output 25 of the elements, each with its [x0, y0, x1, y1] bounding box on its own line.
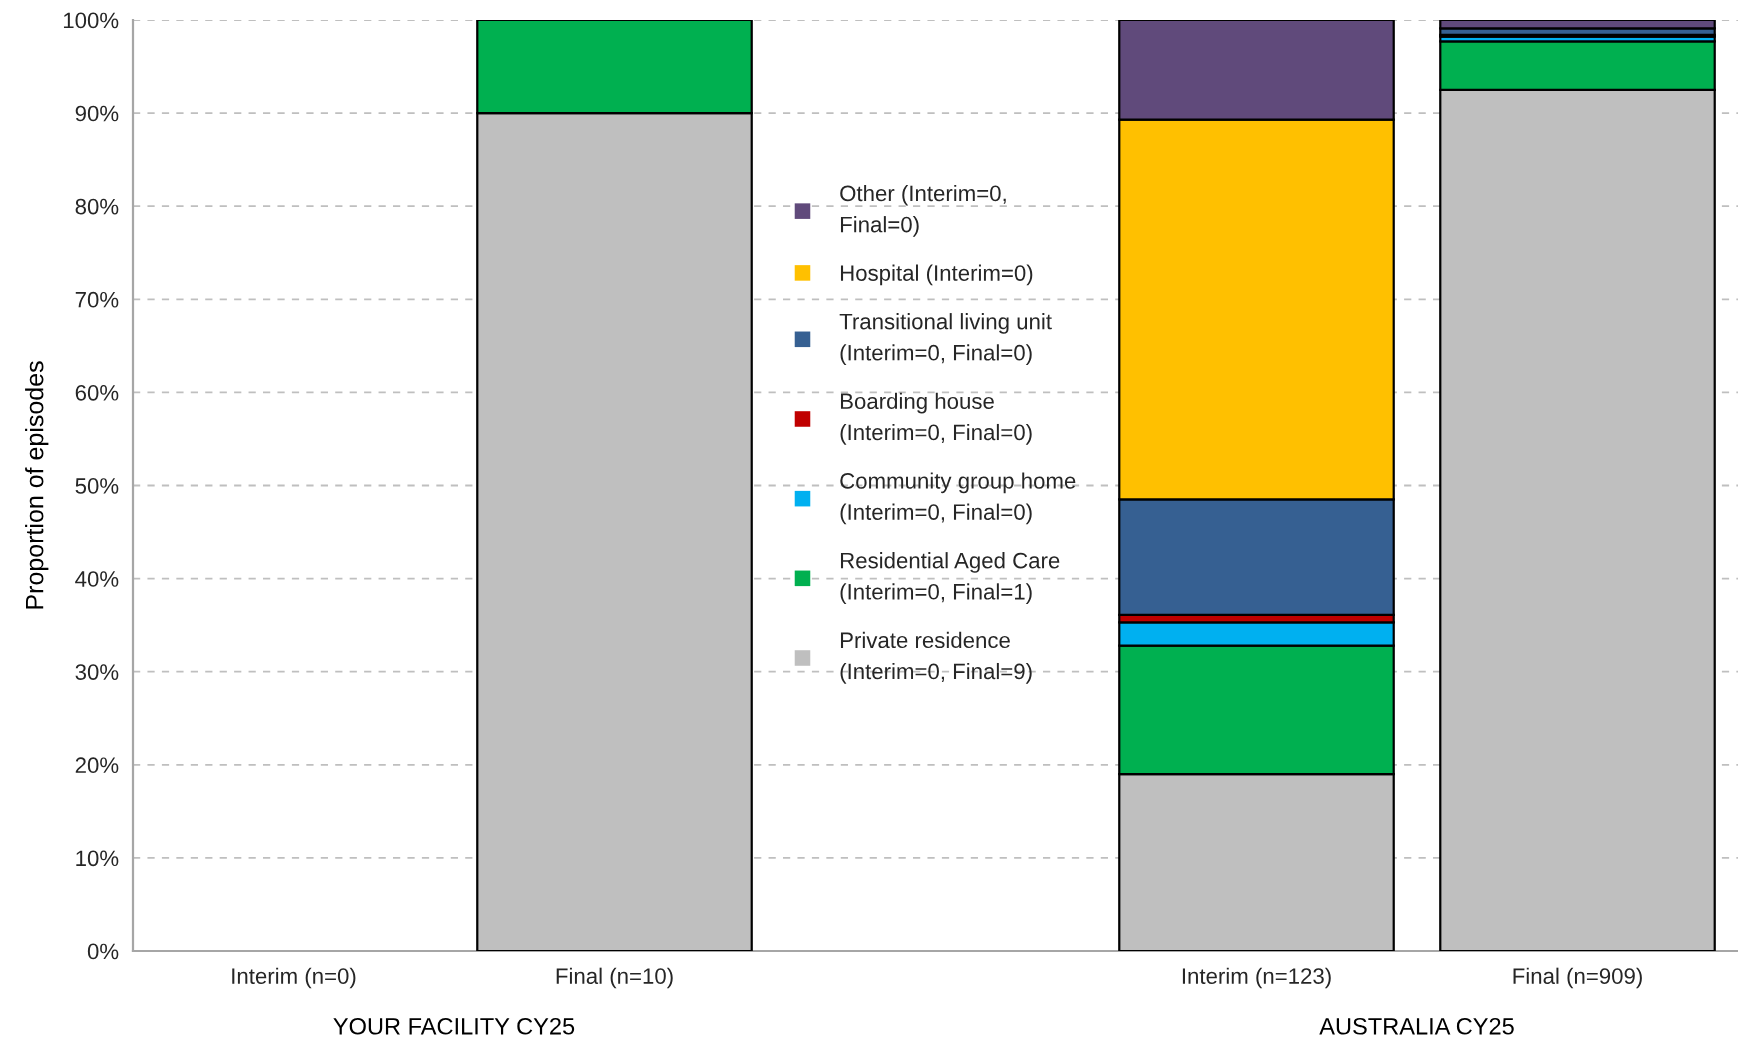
legend-label: Boarding house (Interim=0, Final=0) — [840, 392, 1032, 445]
y-tick-label: 30% — [75, 664, 119, 680]
x-tick-label: Interim (n=0) — [232, 967, 356, 989]
text: YOUR FACILITY CY25 — [333, 1017, 575, 1035]
y-tick-label: 40% — [75, 571, 119, 587]
y-tick-label: 20% — [75, 757, 119, 774]
legend-label: Other (Interim=0, Final=0) — [840, 184, 1006, 237]
text: AUSTRALIA CY25 — [1319, 1017, 1514, 1035]
x-tick-label: Final (n=909) — [1513, 967, 1642, 989]
y-tick-label: 90% — [75, 105, 119, 122]
y-tick-label: 80% — [75, 198, 119, 215]
y-tick-label: 70% — [75, 291, 119, 308]
y-tick-label: 50% — [75, 478, 119, 494]
y-tick-label: 10% — [76, 850, 119, 867]
y-axis-title: Proportion of episodes — [25, 361, 49, 609]
legend-label: Hospital (Interim=0) — [840, 264, 1033, 286]
legend-label: Private residence (Interim=0, Final=9) — [840, 631, 1032, 684]
legend-label: Community group home (Interim=0, Final=0) — [840, 472, 1076, 525]
y-tick-label: 60% — [75, 384, 119, 401]
y-tick-label: 100% — [63, 12, 119, 29]
legend-label: Transitional living unit (Interim=0, Final=0) — [839, 313, 1052, 365]
x-tick-label: Final (n=10) — [556, 967, 673, 989]
x-tick-label: Interim (n=123) — [1182, 967, 1331, 989]
y-tick-label: 0% — [87, 943, 119, 960]
legend-label: Residential Aged Care (Interim=0, Final=1) — [840, 552, 1060, 604]
